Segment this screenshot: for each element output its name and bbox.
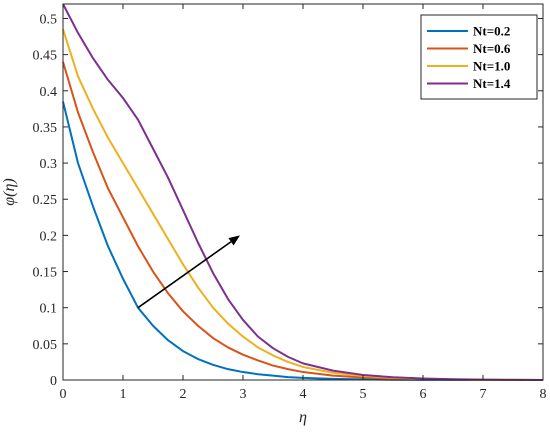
y-axis-title: φ(η) <box>1 178 18 205</box>
x-tick-label: 6 <box>420 387 427 402</box>
arrow-shaft <box>137 241 232 309</box>
y-tick-label: 0.35 <box>33 121 58 136</box>
y-tick-label: 0.25 <box>33 193 58 208</box>
x-tick-label: 2 <box>180 387 187 402</box>
y-tick-label: 0.2 <box>40 229 58 244</box>
x-tick-label: 1 <box>120 387 127 402</box>
y-tick-label: 0.15 <box>33 266 58 281</box>
x-tick-label: 7 <box>480 387 487 402</box>
y-tick-label: 0.05 <box>33 338 58 353</box>
legend-label: Nt=0.6 <box>473 41 511 56</box>
legend-label: Nt=0.2 <box>473 24 510 39</box>
y-tick-label: 0.45 <box>33 49 58 64</box>
x-axis-ticks: 0 1 2 3 4 5 6 7 8 <box>60 4 547 402</box>
y-axis-ticks: 0 0.05 0.1 0.15 0.2 0.25 0.3 0.35 0.4 0.45 0.5 <box>33 12 543 389</box>
legend-box <box>420 14 538 100</box>
x-tick-label: 0 <box>60 387 67 402</box>
y-tick-label: 0.1 <box>40 302 58 317</box>
legend-label: Nt=1.0 <box>473 59 510 74</box>
x-axis-title: η <box>299 409 307 426</box>
x-tick-label: 8 <box>540 387 547 402</box>
x-tick-label: 3 <box>240 387 247 402</box>
y-tick-label: 0.5 <box>40 12 58 27</box>
y-tick-label: 0.4 <box>40 85 58 100</box>
annotation-arrow <box>137 235 240 309</box>
arrow-head <box>228 235 240 246</box>
legend: Nt=0.2 Nt=0.6 Nt=1.0 Nt=1.4 <box>420 14 538 100</box>
legend-label: Nt=1.4 <box>473 76 511 91</box>
x-tick-label: 5 <box>360 387 367 402</box>
y-tick-label: 0.3 <box>40 157 58 172</box>
x-tick-label: 4 <box>300 387 307 402</box>
y-tick-label: 0 <box>50 374 57 389</box>
